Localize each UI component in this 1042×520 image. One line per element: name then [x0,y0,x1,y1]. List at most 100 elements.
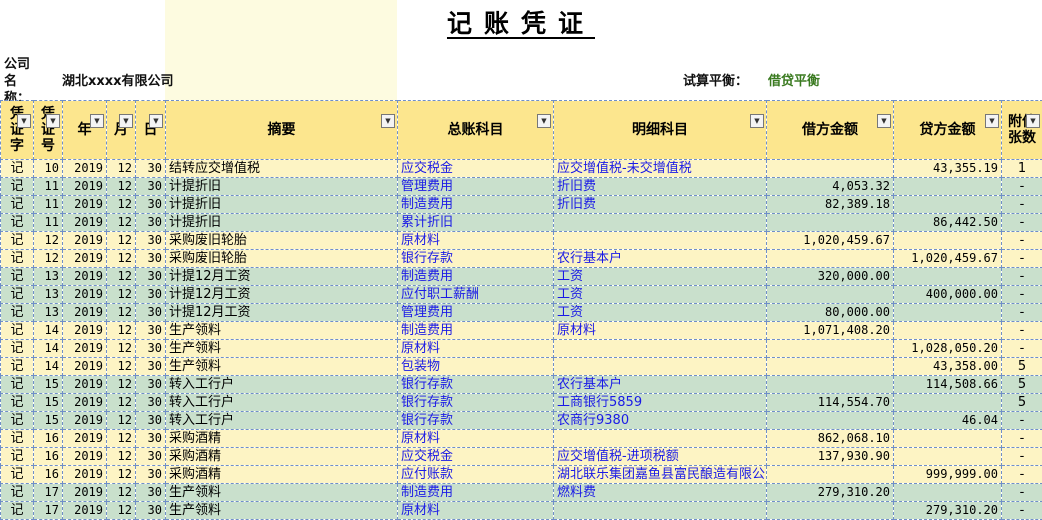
column-header: 年 ▼ [62,100,107,160]
table-cell [766,213,894,232]
table-cell: 137,930.90 [766,447,894,466]
filter-button[interactable]: ▼ [90,114,104,128]
filter-button[interactable]: ▼ [537,114,551,128]
table-cell: 2019 [62,321,107,340]
table-cell [893,231,1002,250]
table-cell: 43,355.19 [893,159,1002,178]
table-cell: 原材料 [553,321,767,340]
table-cell: 12 [106,213,136,232]
table-cell: 工资 [553,267,767,286]
table-cell: 管理费用 [397,303,554,322]
table-row: 记 11 2019 12 30 计提折旧 制造费用 折旧费 82,389.18 - [0,195,1042,214]
table-cell: 计提12月工资 [165,303,398,322]
table-cell: 记 [0,177,34,196]
column-header-text: 摘要 [267,122,296,138]
table-cell: - [1001,249,1042,268]
table-cell: - [1001,339,1042,358]
table-cell [553,339,767,358]
table-cell [893,177,1002,196]
filter-button[interactable]: ▼ [750,114,764,128]
table-cell: 包装物 [397,357,554,376]
column-header-text: 凭证字 [10,106,24,154]
table-cell: 采购酒精 [165,429,398,448]
table-cell: 采购酒精 [165,447,398,466]
table-cell: 记 [0,501,34,520]
table-cell: 86,442.50 [893,213,1002,232]
column-header: 贷方金额 ▼ [893,100,1002,160]
table-row: 记 17 2019 12 30 生产领料 原材料 279,310.20- [0,501,1042,520]
table-cell: 13 [33,285,63,304]
table-cell: 银行存款 [397,249,554,268]
table-cell [893,393,1002,412]
table-cell: 1,020,459.67 [893,249,1002,268]
table-cell: 制造费用 [397,195,554,214]
table-cell: 制造费用 [397,483,554,502]
table-row: 记 13 2019 12 30 计提12月工资 应付职工薪酬 工资 400,000.00- [0,285,1042,304]
table-cell: 5 [1001,357,1042,376]
filter-button[interactable]: ▼ [877,114,891,128]
table-cell: 折旧费 [553,195,767,214]
table-cell: 2019 [62,195,107,214]
table-cell: - [1001,411,1042,430]
table-cell: - [1001,447,1042,466]
table-cell [766,159,894,178]
filter-button[interactable]: ▼ [381,114,395,128]
filter-button[interactable]: ▼ [119,114,133,128]
table-cell: 记 [0,465,34,484]
table-row: 记 16 2019 12 30 采购酒精 应付账款 湖北联乐集团嘉鱼县富民酿造有限公司 999,… [0,465,1042,484]
table-cell: 采购废旧轮胎 [165,249,398,268]
table-row: 记 12 2019 12 30 采购废旧轮胎 原材料 1,020,459.67- [0,231,1042,250]
table-cell: - [1001,213,1042,232]
table-cell: 14 [33,357,63,376]
table-cell: 10 [33,159,63,178]
table-cell: 应付账款 [397,465,554,484]
filter-button[interactable]: ▼ [46,114,60,128]
table-cell [893,483,1002,502]
filter-button[interactable]: ▼ [985,114,999,128]
table-cell: 计提折旧 [165,177,398,196]
table-cell: 转入工行户 [165,393,398,412]
table-row: 记 15 2019 12 30 转入工行户 银行存款 工商银行5859 114,554.70 5 [0,393,1042,412]
filter-button[interactable]: ▼ [1026,114,1040,128]
table-cell: 采购废旧轮胎 [165,231,398,250]
voucher-table: 凭证字▼凭证号▼年▼月▼日▼摘要▼总账科目▼明细科目▼借方金额▼贷方金额▼附件张… [0,100,1042,520]
table-cell: 2019 [62,465,107,484]
balance-label: 试算平衡： [683,74,749,89]
table-cell: 2019 [62,159,107,178]
table-cell: 15 [33,375,63,394]
table-cell [893,267,1002,286]
table-cell: 5 [1001,393,1042,412]
table-row: 记 17 2019 12 30 生产领料 制造费用 燃料费 279,310.20 - [0,483,1042,502]
filter-button[interactable]: ▼ [149,114,163,128]
table-cell: 2019 [62,231,107,250]
table-cell: - [1001,321,1042,340]
table-cell: 11 [33,213,63,232]
table-cell: 银行存款 [397,411,554,430]
filter-button[interactable]: ▼ [17,114,31,128]
header-row: 凭证字▼凭证号▼年▼月▼日▼摘要▼总账科目▼明细科目▼借方金额▼贷方金额▼附件张… [0,100,1042,160]
table-row: 记 11 2019 12 30 计提折旧 管理费用 折旧费 4,053.32 - [0,177,1042,196]
table-row: 记 15 2019 12 30 转入工行户 银行存款 农商行9380 46.04- [0,411,1042,430]
table-cell: 82,389.18 [766,195,894,214]
table-cell: 12 [106,429,136,448]
table-cell: 2019 [62,375,107,394]
table-cell [553,231,767,250]
table-cell: 原材料 [397,231,554,250]
table-cell: 30 [135,339,166,358]
table-cell: 13 [33,303,63,322]
table-cell: 记 [0,375,34,394]
table-cell: 15 [33,393,63,412]
table-row: 记 16 2019 12 30 采购酒精 原材料 862,068.10 - [0,429,1042,448]
column-header: 摘要 ▼ [165,100,398,160]
table-cell [553,501,767,520]
title: 记账凭证 [0,4,1042,40]
table-cell: 30 [135,159,166,178]
table-row: 记 14 2019 12 30 生产领料 制造费用 原材料 1,071,408.20 - [0,321,1042,340]
column-header: 总账科目 ▼ [397,100,554,160]
title-text: 记账凭证 [446,9,595,38]
table-cell: 114,554.70 [766,393,894,412]
table-cell: 11 [33,177,63,196]
table-cell: 5 [1001,375,1042,394]
table-cell: - [1001,303,1042,322]
